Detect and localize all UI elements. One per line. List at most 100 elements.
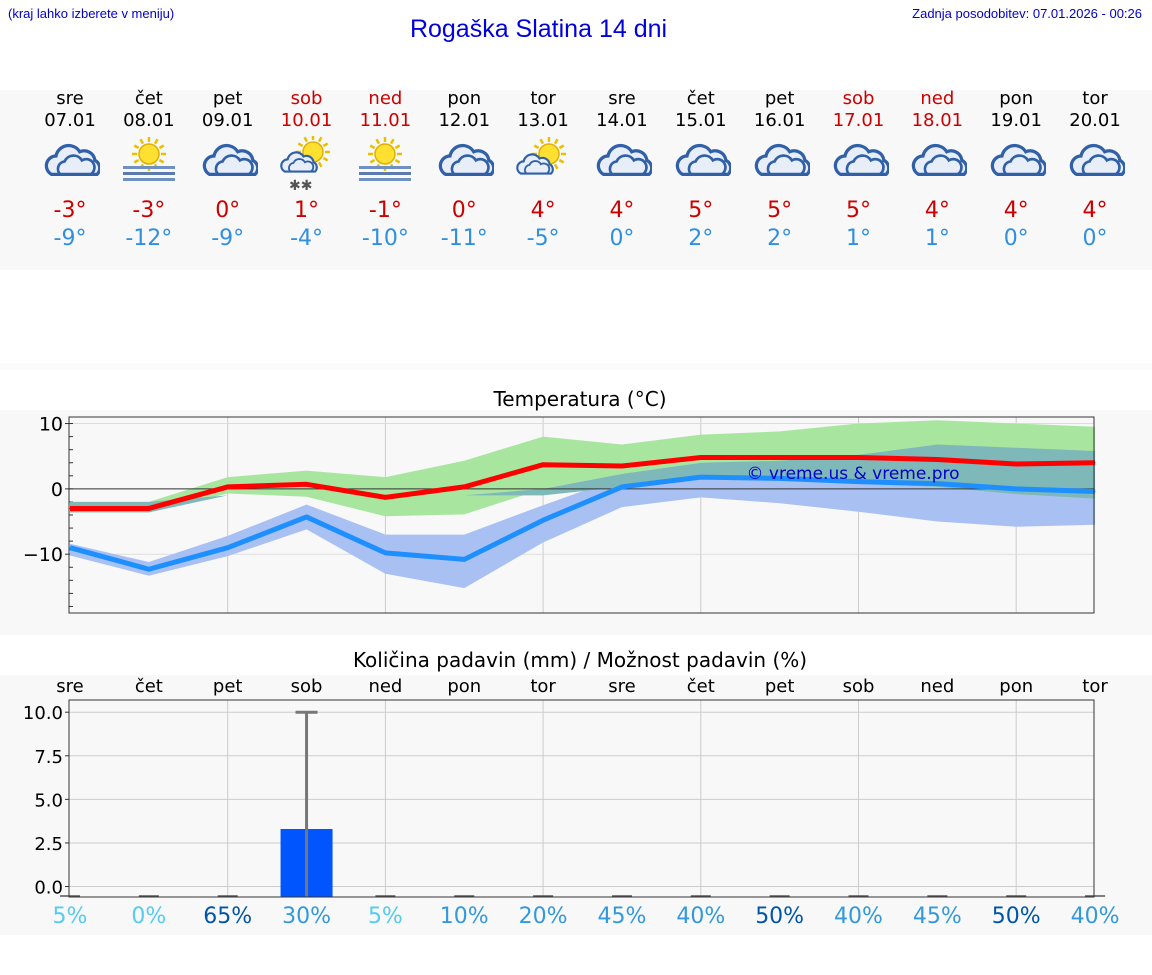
x-tick-label: ned bbox=[920, 676, 954, 697]
min-temperature: -4° bbox=[290, 226, 324, 251]
day-date: 09.01 bbox=[201, 110, 254, 131]
max-point bbox=[779, 457, 781, 459]
day-column: sob 10.01 bbox=[267, 88, 347, 132]
max-point bbox=[227, 486, 229, 488]
precipitation-chart: sre čet pet sob ned pon tor sre čet pet sob ned pon t… bbox=[23, 676, 1108, 899]
weather-icon-cell bbox=[503, 136, 583, 192]
cloudy-icon bbox=[754, 143, 811, 177]
precipitation-chart-title: Količina padavin (mm) / Možnost padavin … bbox=[352, 648, 808, 672]
day-name: tor bbox=[530, 88, 556, 109]
cloudy-icon bbox=[202, 143, 259, 177]
min-point bbox=[384, 552, 386, 554]
plot-frame bbox=[68, 416, 1095, 614]
min-point bbox=[621, 486, 623, 488]
day-column: sre 14.01 bbox=[582, 88, 662, 132]
sun-cloud-icon bbox=[516, 137, 567, 175]
day-column: pon 19.01 bbox=[976, 88, 1056, 132]
min-point bbox=[779, 477, 781, 479]
min-point bbox=[1015, 488, 1017, 490]
cloudy-icon bbox=[990, 143, 1048, 177]
precip-chance: 50% bbox=[755, 904, 805, 929]
y-tick-label: −10 bbox=[23, 544, 63, 566]
min-uncertainty-band bbox=[70, 464, 1096, 589]
day-name: pet bbox=[764, 88, 795, 109]
day-column: sre 07.01 bbox=[30, 88, 110, 132]
y-tick-label: 2.5 bbox=[34, 834, 63, 855]
day-date: 15.01 bbox=[675, 110, 727, 131]
sun-fog-icon bbox=[122, 137, 175, 181]
separator bbox=[0, 363, 1152, 370]
max-temperature: 4° bbox=[924, 198, 950, 223]
day-name: pon bbox=[999, 88, 1034, 109]
max-temperature: 5° bbox=[846, 198, 871, 223]
day-date: 19.01 bbox=[990, 110, 1042, 131]
max-temperature: 1° bbox=[294, 198, 320, 223]
x-tick-label: sre bbox=[56, 676, 83, 697]
day-column: čet 08.01 bbox=[109, 88, 189, 132]
day-column: pet 16.01 bbox=[740, 88, 820, 132]
weather-icon-cell bbox=[897, 136, 977, 192]
day-column: tor 13.01 bbox=[503, 88, 583, 132]
day-name: sob bbox=[290, 88, 323, 109]
cloudy-icon bbox=[833, 143, 890, 177]
plot-area bbox=[69, 700, 1094, 897]
precip-chance: 5% bbox=[52, 904, 88, 929]
weather-icon-cell: ✱✱ bbox=[267, 135, 347, 194]
day-column: pet 09.01 bbox=[188, 88, 268, 132]
x-tick-label: pet bbox=[213, 676, 243, 697]
day-name: čet bbox=[686, 88, 715, 109]
max-temperature: 4° bbox=[609, 198, 635, 223]
min-point bbox=[936, 483, 938, 485]
max-point bbox=[384, 496, 386, 498]
temperature-chart-title: Temperatura (°C) bbox=[493, 387, 667, 411]
day-name: sre bbox=[56, 88, 84, 109]
max-temperature: 0° bbox=[451, 198, 477, 223]
x-tick-label: tor bbox=[1082, 676, 1108, 697]
cloudy-icon bbox=[1069, 143, 1127, 177]
day-name: ned bbox=[368, 88, 403, 109]
day-date: 13.01 bbox=[517, 110, 569, 131]
max-point bbox=[1015, 463, 1017, 465]
precip-chance: 40% bbox=[676, 904, 726, 929]
min-temperature: -5° bbox=[526, 226, 560, 251]
min-temperature: 1° bbox=[846, 226, 871, 251]
weather-icon-cell bbox=[30, 136, 110, 192]
day-name: ned bbox=[920, 88, 955, 109]
svg-text:✱✱: ✱✱ bbox=[289, 178, 312, 192]
min-temperature: 1° bbox=[924, 226, 950, 251]
cloudy-icon bbox=[44, 143, 102, 177]
min-point bbox=[858, 481, 859, 483]
min-temperature-line bbox=[69, 474, 1096, 572]
min-temperature: -9° bbox=[53, 226, 87, 251]
min-point bbox=[1094, 490, 1096, 492]
min-temperature: 2° bbox=[767, 226, 793, 251]
precip-chance: 65% bbox=[203, 904, 253, 929]
max-point bbox=[936, 458, 938, 460]
max-temperature-line bbox=[70, 455, 1096, 511]
weather-icon-cell bbox=[188, 136, 268, 192]
max-temperature: -3° bbox=[132, 198, 166, 223]
precip-chance: 40% bbox=[1070, 904, 1120, 929]
max-temperature: 5° bbox=[688, 198, 714, 223]
y-tick-label: 10 bbox=[39, 414, 63, 436]
min-temperature: -12° bbox=[125, 226, 173, 251]
x-tick-label: čet bbox=[687, 676, 715, 697]
min-point bbox=[306, 516, 308, 518]
max-uncertainty-band bbox=[70, 420, 1096, 517]
x-tick-label: tor bbox=[530, 676, 556, 697]
days-panel bbox=[0, 90, 1152, 270]
band-overlap bbox=[70, 444, 1096, 513]
day-date: 18.01 bbox=[911, 110, 964, 131]
day-name: tor bbox=[1082, 88, 1108, 109]
precip-chance: 45% bbox=[597, 904, 647, 929]
day-column: pon 12.01 bbox=[424, 88, 504, 132]
day-name: pon bbox=[447, 88, 482, 109]
max-point bbox=[306, 483, 308, 485]
last-update: Zadnja posodobitev: 07.01.2026 - 00:26 bbox=[912, 6, 1142, 21]
day-column: tor 20.01 bbox=[1055, 88, 1135, 132]
max-temperature: 4° bbox=[1003, 198, 1029, 223]
weather-icon-cell bbox=[1055, 136, 1135, 192]
precip-chance: 5% bbox=[367, 904, 403, 929]
day-date: 14.01 bbox=[596, 110, 648, 131]
cloudy-icon bbox=[912, 143, 969, 177]
